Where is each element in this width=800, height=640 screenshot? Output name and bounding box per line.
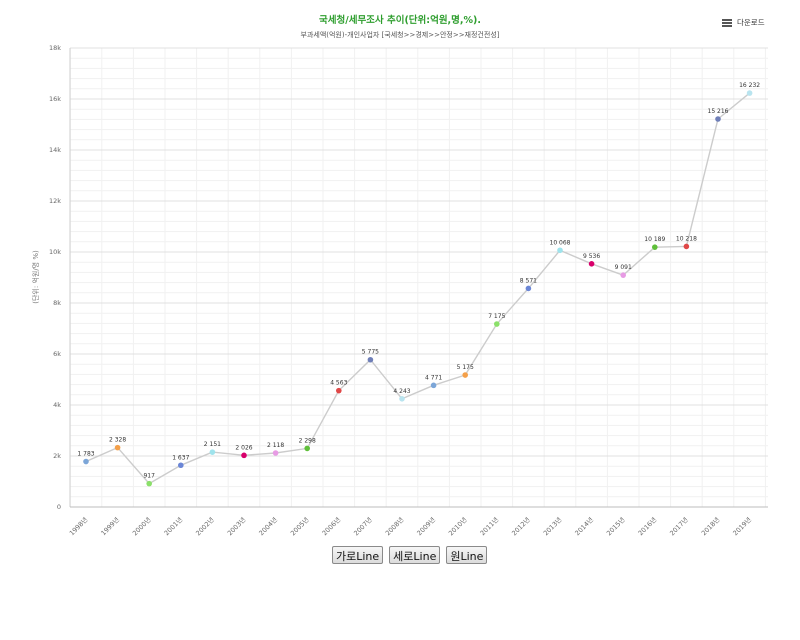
- data-label: 1 783: [77, 451, 94, 458]
- data-label: 2 298: [299, 437, 316, 444]
- x-tick-label: 1999년: [99, 515, 121, 537]
- data-point: [652, 244, 658, 250]
- data-point: [746, 90, 753, 96]
- data-series: [83, 90, 753, 487]
- y-tick-label: 14k: [49, 146, 61, 154]
- chart-title: 국세청/세무조사 추이(단위:억원,명,%).: [319, 14, 481, 26]
- data-label: 10 218: [676, 235, 697, 242]
- data-point: [83, 458, 89, 465]
- data-point: [146, 480, 152, 487]
- data-label: 5 175: [457, 364, 474, 371]
- x-tick-label: 2000년: [130, 515, 152, 537]
- x-tick-label: 2016년: [636, 515, 658, 537]
- data-point: [399, 396, 405, 402]
- x-tick-label: 2006년: [320, 515, 342, 537]
- x-tick-label: 2013년: [541, 515, 563, 537]
- y-tick-label: 12k: [49, 197, 61, 205]
- data-point: [683, 243, 690, 250]
- x-tick-label: 2017년: [668, 515, 690, 537]
- chart-type-buttons: 가로Line 세로Line 원Line: [332, 546, 488, 564]
- data-label: 7 175: [488, 313, 505, 320]
- data-label: 4 563: [330, 380, 347, 387]
- data-point: [525, 285, 532, 292]
- x-tick-label: 2008년: [383, 515, 405, 537]
- x-axis: 1998년 1999년 2000년 2001년 2002년 2003년 2004년 2005년…: [67, 515, 753, 537]
- data-label: 9 536: [583, 253, 600, 260]
- x-tick-label: 2012년: [510, 515, 532, 537]
- data-label: 2 328: [109, 437, 126, 444]
- minor-gridlines: [69, 47, 768, 508]
- x-tick-label: 2015년: [604, 515, 626, 537]
- data-point: [304, 445, 311, 452]
- data-point: [430, 382, 437, 389]
- data-point: [241, 452, 247, 459]
- x-tick-label: 2002년: [194, 515, 216, 537]
- y-tick-label: 2k: [53, 452, 61, 460]
- x-tick-label: 2004년: [257, 515, 279, 537]
- x-tick-label: 2014년: [573, 515, 595, 537]
- data-label: 4 771: [425, 374, 442, 381]
- x-tick-label: 2007년: [352, 515, 374, 537]
- data-point: [715, 116, 721, 122]
- data-point: [588, 261, 595, 267]
- y-tick-label: 4k: [53, 401, 61, 409]
- download-button[interactable]: 다운로드: [722, 17, 765, 28]
- data-point: [620, 272, 626, 278]
- y-tick-label: 8k: [53, 299, 61, 307]
- y-tick-label: 0: [57, 503, 61, 511]
- x-tick-label: 1998년: [67, 515, 89, 537]
- y-tick-label: 10k: [49, 248, 61, 256]
- y-tick-label: 18k: [49, 44, 61, 52]
- data-label: 917: [143, 473, 155, 480]
- download-label: 다운로드: [737, 18, 765, 27]
- series-line: [85, 92, 751, 485]
- x-tick-label: 2005년: [288, 515, 310, 537]
- x-tick-label: 2018년: [699, 515, 721, 537]
- y-tick-label: 6k: [53, 350, 61, 358]
- data-point: [178, 462, 184, 469]
- x-tick-label: 2019년: [731, 515, 753, 537]
- y-axis-label: (단위: 억원/명 %): [31, 250, 40, 304]
- data-label: 9 091: [615, 264, 632, 271]
- chart-subtitle: 부과세액(억원)-개인사업자 [국세청>>경제>>안정>>재정건전성]: [301, 30, 500, 39]
- data-labels: 1 783 2 328 917 1 637 2 151 2 026 2 118 2 298 4 …: [77, 82, 760, 480]
- horizontal-line-button[interactable]: 가로Line: [332, 546, 384, 564]
- data-label: 10 068: [550, 239, 571, 246]
- data-point: [367, 356, 374, 363]
- data-label: 2 026: [235, 444, 252, 451]
- data-point: [114, 444, 121, 451]
- y-axis: 0 2k 4k 6k 8k 10k 12k 14k 16k 18k: [49, 44, 61, 511]
- major-gridlines: [69, 47, 768, 508]
- circle-line-button[interactable]: 원Line: [446, 546, 488, 564]
- data-point: [336, 387, 342, 394]
- data-label: 1 637: [172, 454, 189, 461]
- data-label: 2 118: [267, 442, 284, 449]
- data-point: [462, 372, 469, 378]
- data-label: 8 571: [520, 277, 537, 284]
- data-label: 10 189: [644, 236, 665, 243]
- x-tick-label: 2003년: [225, 515, 247, 537]
- y-tick-label: 16k: [49, 95, 61, 103]
- data-label: 16 232: [739, 82, 760, 89]
- data-point: [209, 449, 216, 455]
- data-point: [494, 321, 500, 327]
- x-tick-label: 2001년: [162, 515, 184, 537]
- menu-icon: [722, 18, 732, 27]
- data-label: 15 216: [708, 108, 729, 115]
- data-label: 4 243: [393, 388, 410, 395]
- data-point: [557, 247, 563, 254]
- x-tick-label: 2009년: [415, 515, 437, 537]
- vertical-line-button[interactable]: 세로Line: [389, 546, 441, 564]
- x-tick-label: 2011년: [478, 515, 500, 537]
- data-point: [272, 450, 279, 456]
- x-tick-label: 2010년: [446, 515, 468, 537]
- data-label: 5 775: [362, 349, 379, 356]
- data-label: 2 151: [204, 441, 221, 448]
